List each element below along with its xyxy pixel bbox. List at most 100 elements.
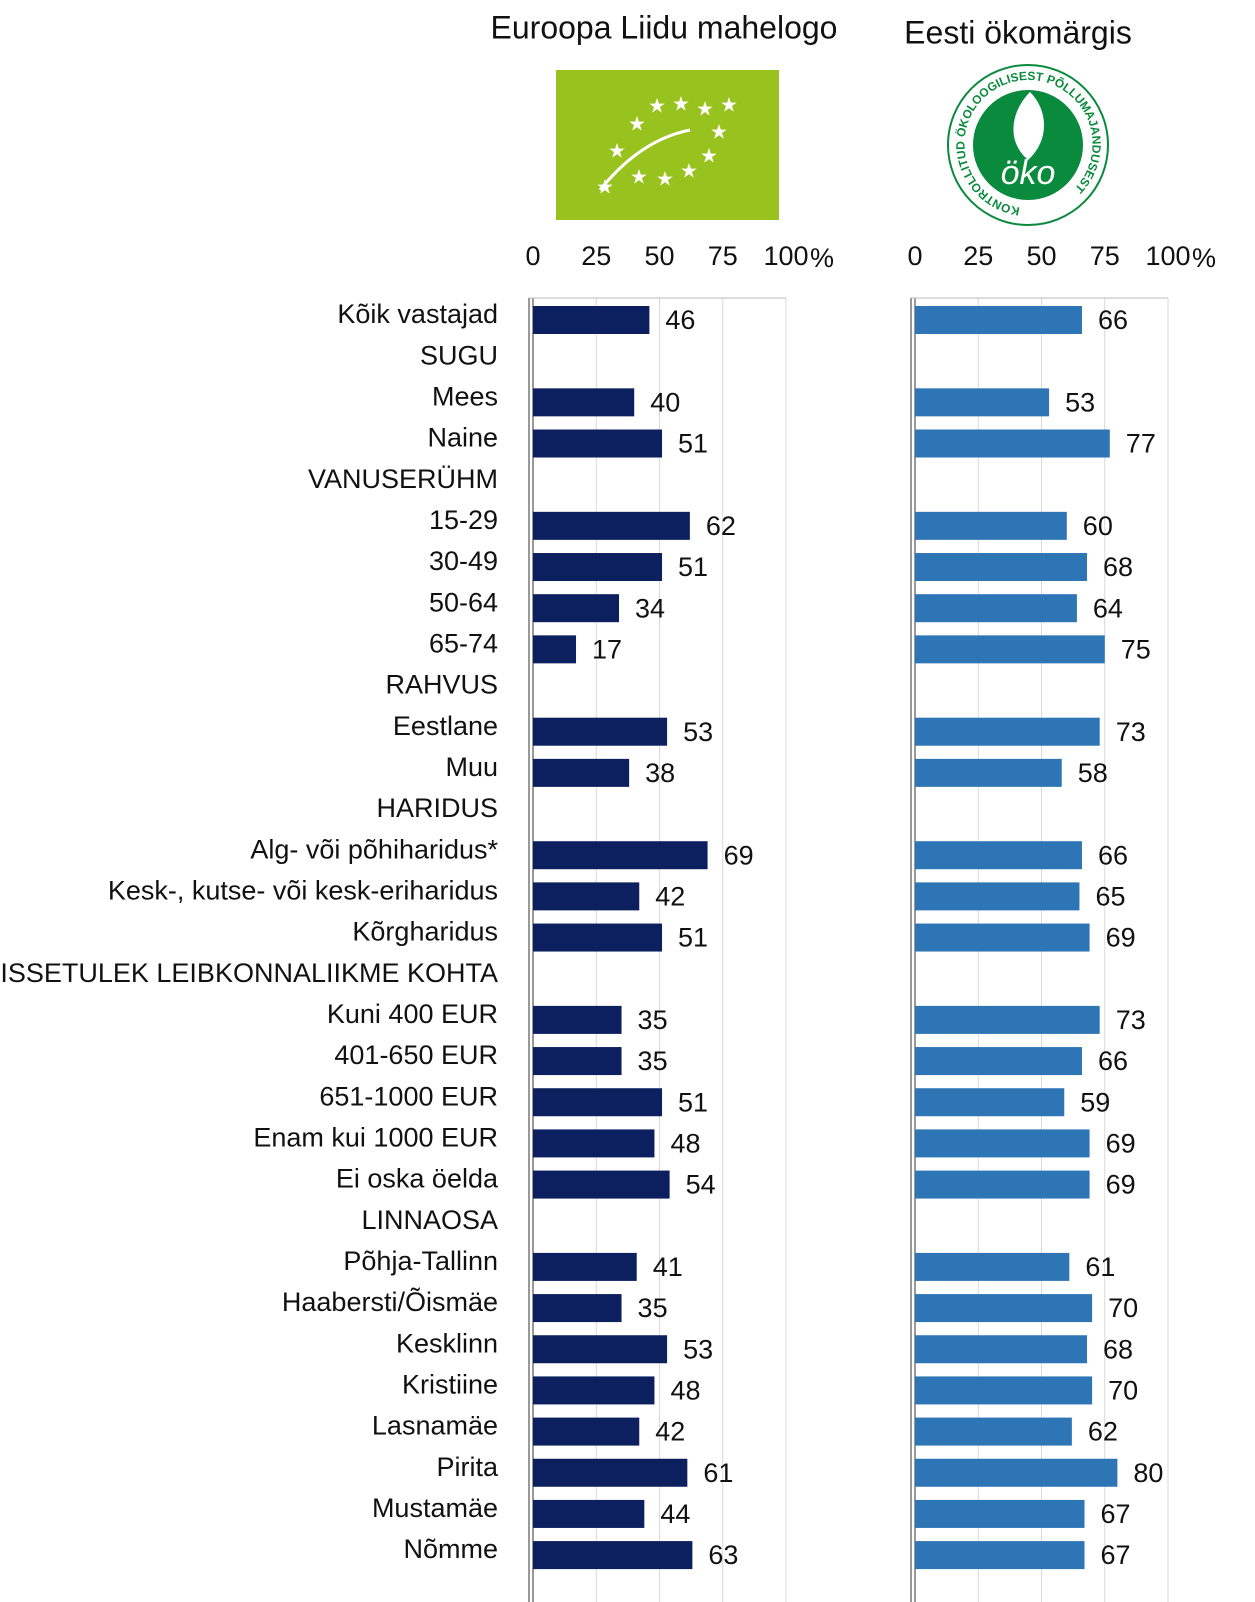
bar: [533, 1088, 663, 1117]
value-label: 65: [1095, 882, 1125, 912]
value-label: 48: [670, 1129, 700, 1159]
category-label: Lasnamäe: [372, 1411, 498, 1441]
category-label: Ei oska öelda: [336, 1164, 499, 1194]
category-label: Naine: [427, 423, 498, 453]
bar: [533, 841, 708, 870]
bar: [533, 1541, 693, 1570]
category-label: Kuni 400 EUR: [327, 999, 498, 1029]
bar: [533, 1170, 670, 1199]
bar: [915, 1088, 1065, 1117]
bar: [533, 635, 577, 664]
eco-logo: KONTROLLITUD ÖKOLOOGILISEST PÕLLUMAJANDU…: [942, 59, 1114, 231]
bar: [915, 553, 1088, 582]
value-label: 17: [592, 634, 622, 664]
bar: [915, 388, 1050, 417]
value-label: 66: [1098, 305, 1128, 335]
value-label: 34: [635, 593, 665, 623]
bar: [533, 758, 630, 787]
value-label: 48: [670, 1376, 700, 1406]
value-label: 60: [1083, 511, 1113, 541]
bar: [915, 882, 1080, 911]
category-label: Kesk-, kutse- või kesk-eriharidus: [108, 876, 498, 906]
x-unit: %: [1192, 243, 1216, 273]
value-label: 66: [1098, 840, 1128, 870]
value-label: 69: [724, 840, 754, 870]
category-label: 65-74: [429, 628, 498, 658]
x-tick-label: 75: [1090, 241, 1120, 271]
category-label: LINNAOSA: [361, 1205, 498, 1235]
svg-text:★: ★: [630, 166, 648, 188]
svg-text:★: ★: [696, 98, 714, 120]
x-tick-label: 25: [581, 241, 611, 271]
bar: [533, 429, 663, 458]
category-label: VANUSERÜHM: [308, 464, 498, 494]
category-label: HARIDUS: [376, 793, 498, 823]
bar: [915, 758, 1062, 787]
category-label: Mees: [432, 381, 498, 411]
bar: [915, 306, 1082, 334]
value-label: 35: [638, 1046, 668, 1076]
bar: [915, 1376, 1093, 1405]
bar: [533, 1417, 640, 1446]
svg-text:★: ★: [656, 168, 674, 190]
bar: [533, 594, 620, 623]
value-label: 66: [1098, 1046, 1128, 1076]
category-label: Muu: [445, 752, 498, 782]
category-label: Kesklinn: [396, 1328, 498, 1358]
category-label: Kõik vastajad: [337, 299, 498, 329]
svg-text:★: ★: [680, 160, 698, 182]
bar: [915, 1458, 1118, 1487]
bar: [533, 882, 640, 911]
bar: [915, 1170, 1090, 1199]
value-label: 80: [1133, 1458, 1163, 1488]
category-label: Enam kui 1000 EUR: [253, 1123, 498, 1153]
svg-text:★: ★: [700, 145, 718, 167]
category-label: 651-1000 EUR: [319, 1081, 498, 1111]
value-label: 46: [665, 305, 695, 335]
value-label: 67: [1101, 1540, 1131, 1570]
x-tick-label: 100: [763, 241, 808, 271]
bar: [915, 923, 1090, 952]
value-label: 35: [638, 1005, 668, 1035]
category-label: SISSETULEK LEIBKONNALIIKME KOHTA: [0, 958, 498, 988]
x-tick-label: 0: [525, 241, 540, 271]
bar: [915, 635, 1105, 664]
value-label: 41: [653, 1252, 683, 1282]
bar: [915, 1499, 1085, 1528]
bar: [533, 306, 650, 334]
value-label: 70: [1108, 1293, 1138, 1323]
value-label: 68: [1103, 552, 1133, 582]
category-label: 30-49: [429, 546, 498, 576]
bar: [915, 511, 1067, 540]
svg-text:★: ★: [628, 113, 646, 135]
bar: [533, 1005, 622, 1034]
value-label: 77: [1126, 429, 1156, 459]
category-label: Kõrgharidus: [352, 917, 498, 947]
bar: [915, 717, 1100, 746]
category-label: Kristiine: [402, 1370, 498, 1400]
svg-text:★: ★: [672, 93, 690, 115]
x-tick-label: 75: [708, 241, 738, 271]
value-label: 75: [1121, 634, 1151, 664]
svg-text:★: ★: [648, 95, 666, 117]
bar: [533, 1252, 637, 1281]
eu-logo: ★★ ★ ★ ★★ ★★ ★★ ★★: [556, 70, 779, 220]
category-label: Põhja-Tallinn: [343, 1246, 498, 1276]
bar: [915, 594, 1077, 623]
value-label: 44: [660, 1499, 690, 1529]
category-label: Haabersti/Õismäe: [282, 1286, 498, 1317]
value-label: 51: [678, 923, 708, 953]
bar: [533, 388, 635, 417]
value-label: 42: [655, 882, 685, 912]
svg-text:★: ★: [608, 140, 626, 162]
logo-text: öko: [1001, 154, 1056, 192]
bar: [915, 1252, 1070, 1281]
value-label: 69: [1106, 1129, 1136, 1159]
bar: [915, 1129, 1090, 1158]
bar: [915, 429, 1110, 458]
bar: [915, 1335, 1088, 1364]
value-label: 51: [678, 552, 708, 582]
category-label: 401-650 EUR: [334, 1040, 498, 1070]
value-label: 53: [683, 717, 713, 747]
category-label: RAHVUS: [385, 670, 498, 700]
